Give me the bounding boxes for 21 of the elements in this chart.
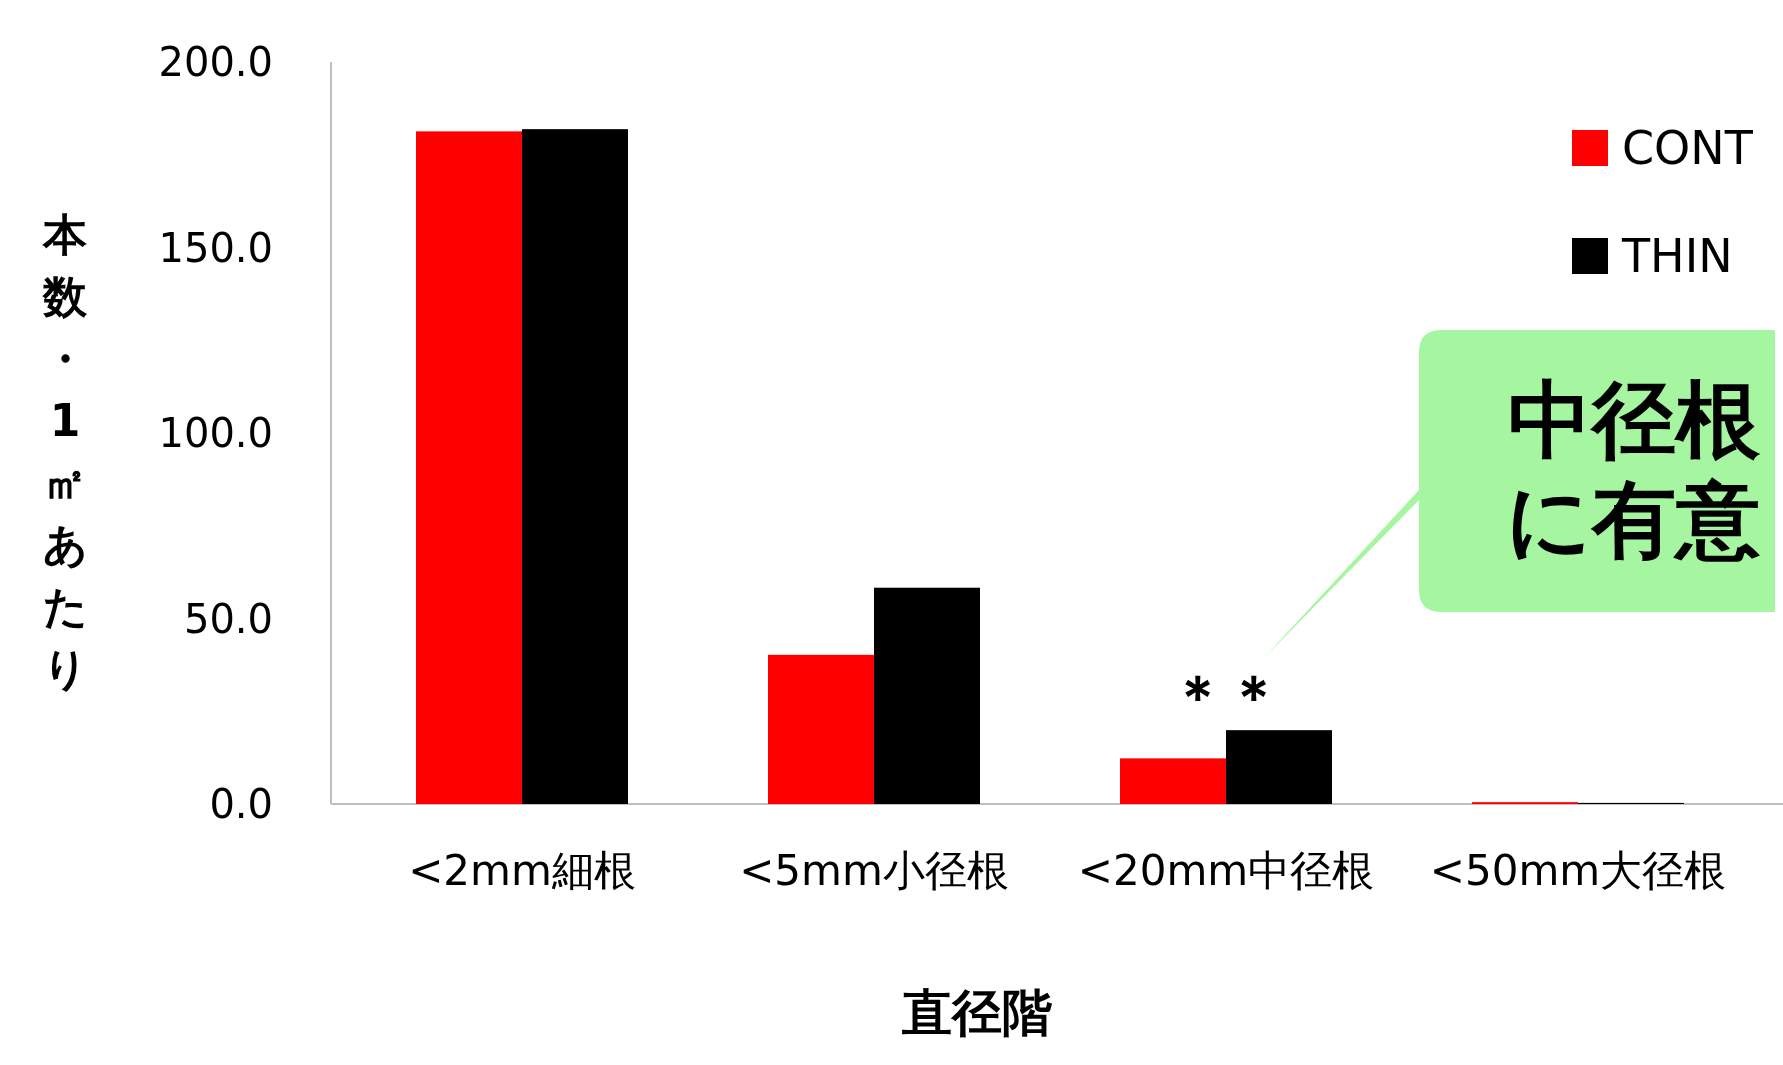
legend-label: CONT xyxy=(1622,121,1754,175)
y-tick-label: 100.0 xyxy=(158,410,273,456)
x-tick-label: <20mm中径根 xyxy=(1077,846,1375,895)
x-axis-title: 直径階 xyxy=(901,984,1053,1042)
x-tick-label: <5mm小径根 xyxy=(739,846,1009,895)
x-tick-label: <50mm大径根 xyxy=(1429,846,1727,895)
bar xyxy=(1120,758,1226,804)
bar xyxy=(416,131,522,804)
bar xyxy=(874,587,980,804)
y-tick-label: 0.0 xyxy=(209,781,273,827)
y-tick-label: 200.0 xyxy=(158,39,273,85)
x-tick-label: <2mm細根 xyxy=(408,846,636,895)
y-tick-label: 150.0 xyxy=(158,224,273,271)
legend-label: THIN xyxy=(1621,229,1733,283)
bar xyxy=(1226,730,1332,804)
annotation: ＊＊ xyxy=(1170,662,1282,728)
annotation: 中径根に有意 xyxy=(1506,371,1761,569)
bar xyxy=(522,129,628,804)
y-tick-label: 50.0 xyxy=(183,595,273,642)
y-axis-title: 本数・1㎡あたり xyxy=(42,209,88,694)
bar xyxy=(768,654,874,804)
